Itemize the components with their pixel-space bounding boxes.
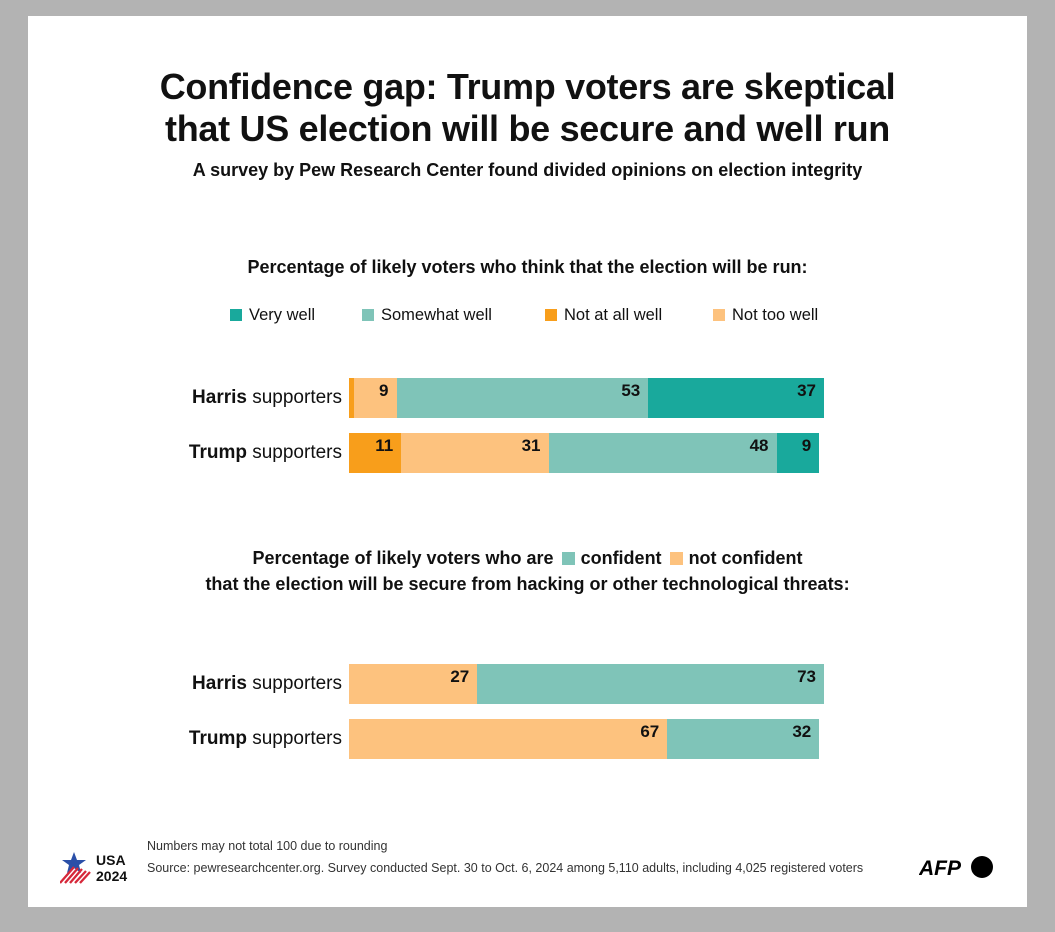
chart2-row-label-trump-supporters: Trump supporters: [0, 719, 342, 759]
row-label-bold: Harris: [192, 387, 247, 408]
footnote: Numbers may not total 100 due to roundin…: [147, 839, 388, 853]
not-confident-swatch-icon: [669, 552, 683, 565]
row-label-rest: supporters: [246, 442, 342, 463]
data-label-somewhat-well: 53: [621, 381, 641, 400]
chart1-title: Percentage of likely voters who think th…: [247, 257, 808, 277]
chart2-bar-harris-supporters: 27 73: [349, 664, 824, 704]
legend-swatch-icon: [545, 309, 557, 321]
legend-item-not-at-all-well: Not at all well: [545, 304, 662, 326]
afp-logo-text: AFP: [919, 857, 962, 880]
legend-item-somewhat-well: Somewhat well: [362, 304, 492, 326]
row-label-bold: Harris: [192, 673, 247, 694]
legend-swatch-icon: [362, 309, 374, 321]
bar-segment-confident: [477, 664, 824, 704]
chart2-title-prefix: Percentage of likely voters who are: [252, 548, 554, 568]
legend-swatch-icon: [713, 309, 725, 321]
chart2-row-label-harris-supporters: Harris supporters: [0, 664, 342, 704]
stripes-icon: [60, 866, 91, 884]
chart-subtitle: A survey by Pew Research Center found di…: [192, 160, 863, 180]
source-note: Source: pewresearchcenter.org. Survey co…: [147, 861, 864, 875]
bar-segment-very-well: [648, 378, 824, 418]
bar-segment-somewhat-well: [548, 433, 777, 473]
afp-logo: AFP: [919, 856, 993, 880]
chart1-bar-harris-supporters: 9 53 37: [349, 378, 824, 418]
chart1-bar-trump-supporters: 11 31 48 9: [349, 433, 824, 473]
bar-segment-not-at-all-well: [349, 378, 354, 418]
bar-segment-somewhat-well: [396, 378, 649, 418]
data-label-not-confident: 27: [450, 667, 470, 686]
bar-segment-not-confident: [349, 719, 668, 759]
row-label-bold: Trump: [188, 442, 247, 463]
confident-legend-label: confident: [580, 548, 662, 568]
confident-swatch-icon: [561, 552, 575, 565]
not-confident-legend-label: not confident: [688, 548, 803, 568]
data-label-very-well: 9: [801, 436, 812, 455]
data-label-not-too-well: 9: [379, 381, 389, 400]
chart2-bar-trump-supporters: 67 32: [349, 719, 824, 759]
bar-segment-not-too-well: [353, 378, 397, 418]
bar-segment-not-too-well: [401, 433, 549, 473]
data-label-very-well: 37: [797, 381, 816, 400]
bar-segment-very-well: [776, 433, 820, 473]
row-label-rest: supporters: [246, 387, 342, 408]
legend-label: Not too well: [732, 305, 819, 324]
legend-label: Not at all well: [564, 305, 663, 324]
data-label-confident: 73: [797, 667, 816, 686]
title-line-1: Confidence gap: Trump voters are skeptic…: [159, 66, 896, 107]
afp-dot-icon: [971, 856, 993, 878]
legend-item-very-well: Very well: [230, 304, 315, 326]
title-line-2: that US election will be secure and well…: [165, 108, 890, 149]
legend-label: Somewhat well: [381, 305, 492, 324]
data-label-not-at-all-well: 11: [375, 436, 394, 455]
chart1-row-label-harris-supporters: Harris supporters: [0, 378, 342, 418]
usa-logo-text: USA: [96, 852, 126, 868]
row-label-bold: Trump: [188, 728, 247, 749]
row-label-rest: supporters: [246, 728, 342, 749]
row-label-rest: supporters: [246, 673, 342, 694]
legend-label: Very well: [249, 305, 316, 324]
bar-segment-confident: [667, 719, 820, 759]
data-label-not-too-well: 31: [521, 436, 541, 455]
data-label-somewhat-well: 48: [749, 436, 769, 455]
year-logo-text: 2024: [96, 868, 127, 884]
star-icon: [62, 852, 86, 873]
chart2-title: Percentage of likely voters who are confi…: [0, 545, 1055, 597]
legend-item-not-too-well: Not too well: [713, 304, 818, 326]
usa-2024-logo: USA 2024: [60, 852, 127, 884]
data-label-not-confident: 67: [640, 722, 660, 741]
bar-segment-not-confident: [349, 664, 478, 704]
legend-swatch-icon: [230, 309, 242, 321]
data-label-confident: 32: [792, 722, 812, 741]
chart2-title-line-1: Percentage of likely voters who are confi…: [0, 545, 1055, 571]
chart2-title-line-2: that the election will be secure from ha…: [205, 574, 850, 594]
chart-title: Confidence gap: Trump voters are skeptic…: [0, 66, 1055, 150]
chart1-row-label-trump-supporters: Trump supporters: [0, 433, 342, 473]
bar-segment-not-at-all-well: [349, 433, 402, 473]
